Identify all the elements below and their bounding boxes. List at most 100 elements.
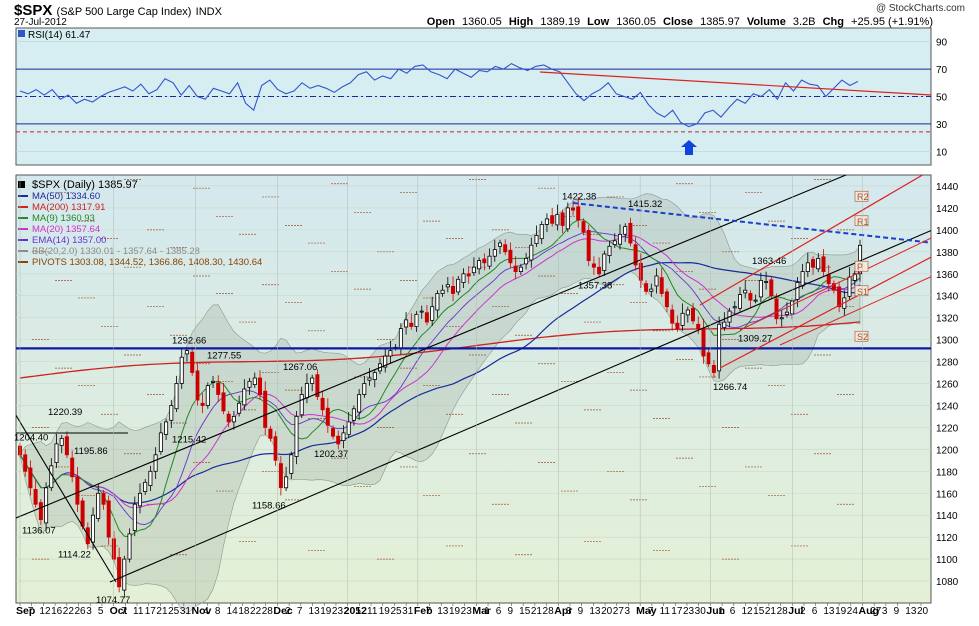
x-tick-label: 9: [894, 606, 900, 617]
x-tick-label: Jun: [706, 605, 725, 617]
candle-body: [383, 355, 388, 368]
candle-body: [33, 488, 38, 505]
candle-body: [310, 377, 315, 384]
candle-body: [91, 514, 96, 543]
x-tick-label: 13: [589, 606, 601, 617]
trendlines: [16, 175, 931, 583]
candle-body: [122, 558, 127, 591]
close-label: Close: [663, 16, 694, 28]
ema14-line: [19, 231, 861, 525]
candle-body: [858, 244, 863, 275]
candle-body: [466, 273, 471, 277]
x-tick-label: 13: [309, 606, 321, 617]
price-tick-label: 1260: [936, 380, 959, 391]
legend-label: PIVOTS 1303.08, 1344.52, 1366.86, 1408.3…: [32, 257, 262, 268]
candle-body: [294, 415, 299, 457]
candle-body: [633, 244, 638, 266]
x-tick-label: 2012: [344, 605, 368, 617]
price-annotation: 1074.77: [96, 595, 130, 606]
price-tick-label: 1420: [936, 204, 959, 215]
candle-body: [184, 350, 189, 355]
candle-body: [795, 282, 800, 300]
red-channel-lower: [719, 256, 931, 369]
candle-body: [299, 394, 304, 416]
x-tick-label: Dec: [273, 605, 292, 617]
x-tick-label: 1: [484, 606, 490, 617]
x-tick-label: 21: [531, 606, 543, 617]
candle-body: [169, 405, 174, 421]
rsi-trendline: [539, 71, 932, 96]
x-tick-label: 5: [355, 606, 361, 617]
candle-body: [137, 492, 142, 507]
rsi-tick-label: 10: [936, 147, 948, 158]
candle-body: [23, 454, 28, 472]
candle-body: [764, 281, 769, 283]
x-tick-label: 3: [882, 606, 888, 617]
candle-body: [664, 291, 669, 308]
candle-body: [722, 321, 727, 329]
symbol: $SPX: [14, 2, 53, 19]
candle-body: [190, 351, 195, 373]
candle-body: [424, 312, 429, 323]
x-tick-label: 9: [507, 606, 513, 617]
candle-body: [278, 463, 283, 489]
candle-body: [644, 283, 649, 292]
candle-body: [816, 257, 821, 270]
candle-body: [336, 435, 341, 445]
candle-body: [696, 323, 701, 330]
candle-body: [591, 263, 596, 268]
candle-body: [826, 274, 831, 285]
candle-body: [821, 256, 826, 272]
candle-body: [654, 275, 659, 287]
candle-body: [242, 388, 247, 406]
candle-body: [205, 385, 210, 406]
red-channel-inner: [779, 276, 931, 346]
x-tick-label: 19: [379, 606, 391, 617]
candle-body: [852, 273, 857, 281]
candle-body: [247, 380, 252, 388]
x-tick-label: 12: [741, 606, 753, 617]
candle-body: [325, 407, 330, 426]
price-tick-label: 1180: [936, 467, 958, 478]
price-panel: 1080110011201140116011801200122012401260…: [14, 174, 959, 614]
candle-body: [497, 242, 502, 247]
candle-body: [670, 309, 675, 324]
rsi-tick-label: 50: [936, 93, 948, 104]
candle-body: [571, 207, 576, 211]
candle-body: [263, 390, 268, 428]
rsi-title: RSI(14) 61.47: [28, 30, 91, 41]
candle-body: [550, 215, 555, 224]
ma50-line: [19, 261, 861, 504]
candle-body: [351, 408, 356, 421]
candle-body: [330, 428, 335, 437]
x-tick-label: 3: [624, 606, 630, 617]
candle-body: [216, 382, 221, 395]
x-tick-label: 9: [578, 606, 584, 617]
price-annotation: 1309.27: [738, 333, 772, 344]
x-tick-label: 11: [133, 606, 144, 617]
pivot-label-box: [854, 330, 869, 342]
candle-body: [680, 312, 685, 326]
candle-body: [638, 262, 643, 281]
candle-body: [503, 244, 508, 253]
candle-body: [456, 278, 461, 293]
x-tick-label: Sep: [16, 605, 35, 617]
candle-body: [414, 313, 419, 327]
x-tick-label: 7: [121, 606, 127, 617]
x-tick-label: 22: [63, 606, 75, 617]
x-tick-label: 20: [917, 606, 929, 617]
x-tick-label: 30: [695, 606, 707, 617]
price-annotation: 1136.07: [22, 526, 56, 537]
candle-body: [252, 377, 257, 385]
candle-body: [226, 413, 231, 423]
x-tick-label: 23: [461, 606, 473, 617]
x-tick-label: 27: [613, 606, 625, 617]
price-annotation: 1363.46: [752, 256, 786, 267]
candle-body: [404, 319, 409, 328]
chg-value: +25.95 (+1.91%): [851, 16, 933, 28]
channel-lower-line: [109, 229, 931, 583]
legend-label: MA(20) 1357.64: [32, 224, 100, 235]
x-tick-label: 21: [765, 606, 777, 617]
